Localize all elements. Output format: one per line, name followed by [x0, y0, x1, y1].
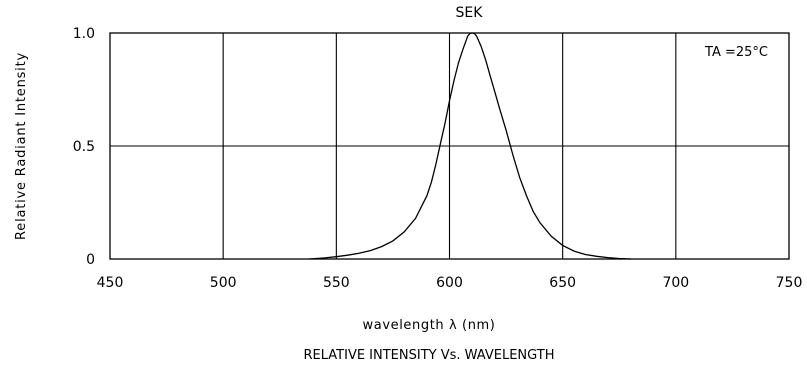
y-tick-labels: 0 0.5 1.0: [73, 26, 95, 268]
temperature-annotation: TA =25°C: [704, 45, 768, 60]
x-tick-label: 600: [436, 275, 463, 291]
intensity-curve: [309, 32, 631, 260]
x-tick-labels: 450 500 550 600 650 700 750: [97, 275, 803, 291]
x-tick-label: 550: [323, 275, 350, 291]
y-axis-label: Relative Radiant Intensity: [14, 52, 29, 240]
x-tick-label: 450: [97, 275, 124, 291]
plot-frame: [109, 32, 790, 260]
chart-title: SEK: [456, 5, 484, 21]
x-tick-label: 650: [549, 275, 576, 291]
x-tick-label: 500: [210, 275, 237, 291]
x-axis-label: wavelength λ (nm): [363, 318, 496, 333]
y-tick-label: 0: [86, 252, 95, 268]
y-tick-label: 0.5: [73, 139, 95, 155]
x-tick-label: 700: [662, 275, 689, 291]
x-tick-label: 750: [776, 275, 803, 291]
chart-caption: RELATIVE INTENSITY Vs. WAVELENGTH: [304, 348, 555, 363]
grid: [110, 33, 789, 259]
y-tick-label: 1.0: [73, 26, 95, 42]
